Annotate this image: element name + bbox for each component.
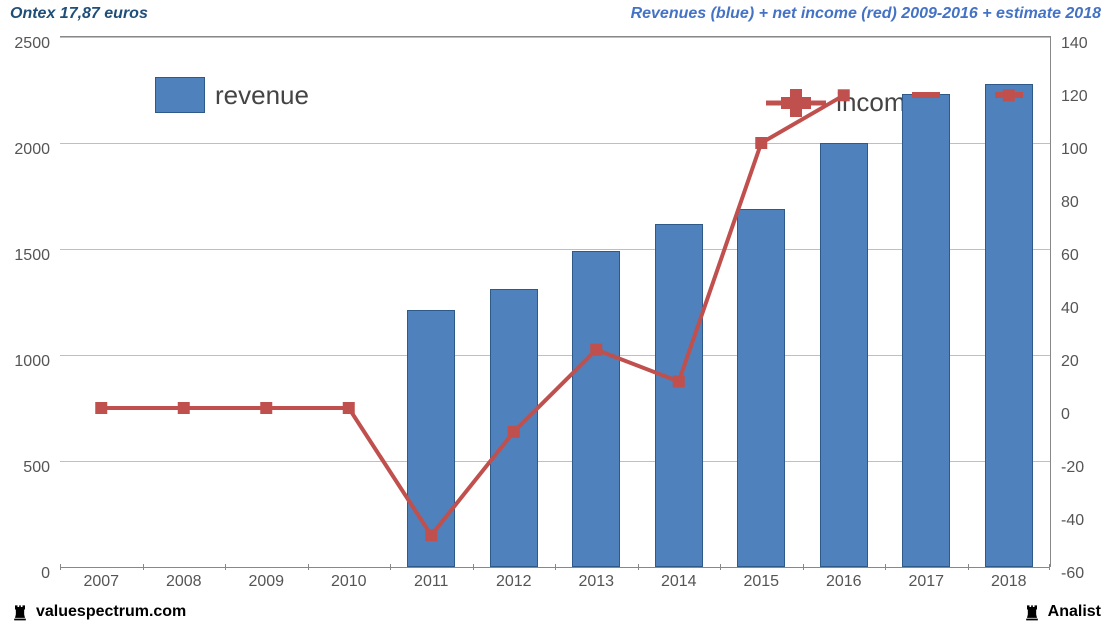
x-tick-mark [225, 564, 226, 570]
x-tick-label: 2011 [414, 573, 448, 591]
y-right-tick-label: 60 [1061, 247, 1079, 265]
income-gap-marker [912, 92, 940, 98]
y-left-tick-label: 0 [41, 565, 50, 583]
x-tick-mark [60, 564, 61, 570]
chart-header: Ontex 17,87 euros Revenues (blue) + net … [0, 0, 1111, 28]
x-axis: 2007 2008 2009 2010 2011 2012 2013 2014 2015 2016… [60, 569, 1051, 597]
x-tick-label: 2009 [248, 573, 284, 591]
y-left-tick-label: 1000 [14, 353, 50, 371]
y-right-tick-label: 80 [1061, 194, 1079, 212]
revenue-bar [655, 224, 703, 567]
y-right-tick-label: -60 [1061, 565, 1084, 583]
plot-wrapper: 0 500 1000 1500 2000 2500 -60 -40 -20 0 20 40 60 80 1… [10, 28, 1101, 597]
x-tick-label: 2017 [908, 573, 944, 591]
footer-right-brand: Analist [1022, 602, 1101, 622]
legend-revenue-label: revenue [215, 80, 309, 111]
footer-left-text: valuespectrum.com [36, 603, 186, 621]
x-tick-mark [390, 564, 391, 570]
y-axis-right: -60-40-20020406080100120140 [1055, 36, 1101, 567]
x-tick-mark [968, 564, 969, 570]
revenue-bar [820, 143, 868, 567]
x-tick-mark [473, 564, 474, 570]
y-left-tick-label: 1500 [14, 247, 50, 265]
chart-container: Ontex 17,87 euros Revenues (blue) + net … [0, 0, 1111, 627]
x-tick-label: 2008 [166, 573, 202, 591]
x-tick-label: 2007 [83, 573, 119, 591]
x-tick-label: 2018 [991, 573, 1027, 591]
x-tick-mark [885, 564, 886, 570]
footer-left-brand: valuespectrum.com [10, 602, 186, 622]
header-right-title: Revenues (blue) + net income (red) 2009-… [631, 5, 1101, 23]
x-tick-label: 2012 [496, 573, 532, 591]
plot-area: revenue income [60, 36, 1051, 567]
legend-revenue: revenue [155, 77, 309, 113]
header-left-title: Ontex 17,87 euros [10, 5, 148, 23]
footer-right-text: Analist [1048, 603, 1101, 621]
y-right-tick-label: 20 [1061, 353, 1079, 371]
income-gap-marker [995, 92, 1023, 98]
x-tick-mark [308, 564, 309, 570]
x-tick-mark [720, 564, 721, 570]
y-axis-left: 05001000150020002500 [10, 36, 56, 567]
chart-footer: valuespectrum.com Analist [0, 599, 1111, 625]
x-tick-label: 2014 [661, 573, 697, 591]
revenue-bar [902, 94, 950, 567]
y-left-tick-label: 2000 [14, 141, 50, 159]
y-right-tick-label: 100 [1061, 141, 1088, 159]
y-right-tick-label: 0 [1061, 406, 1070, 424]
legend-income: income [766, 87, 920, 118]
legend-revenue-swatch [155, 77, 205, 113]
y-right-tick-label: -20 [1061, 459, 1084, 477]
y-right-tick-label: 120 [1061, 88, 1088, 106]
y-left-tick-label: 500 [23, 459, 50, 477]
rook-icon [10, 602, 30, 622]
x-tick-label: 2015 [743, 573, 779, 591]
rook-icon [1022, 602, 1042, 622]
x-tick-mark [555, 564, 556, 570]
revenue-bar [985, 84, 1033, 567]
revenue-bar [490, 289, 538, 567]
y-right-tick-label: -40 [1061, 512, 1084, 530]
revenue-bar [572, 251, 620, 567]
y-right-tick-label: 140 [1061, 35, 1088, 53]
revenue-bar [737, 209, 785, 567]
legend-income-swatch [766, 88, 826, 118]
x-tick-mark [143, 564, 144, 570]
grid-line [60, 37, 1050, 38]
revenue-bar [407, 310, 455, 567]
y-right-tick-label: 40 [1061, 300, 1079, 318]
x-tick-label: 2013 [578, 573, 614, 591]
x-tick-label: 2016 [826, 573, 862, 591]
x-tick-mark [638, 564, 639, 570]
x-tick-label: 2010 [331, 573, 367, 591]
x-tick-mark [803, 564, 804, 570]
y-left-tick-label: 2500 [14, 35, 50, 53]
